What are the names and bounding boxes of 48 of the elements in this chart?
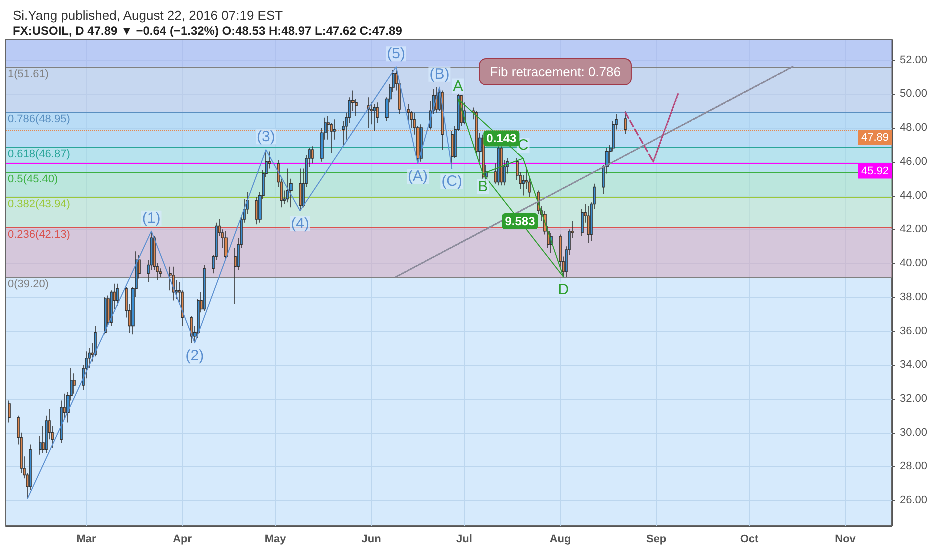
ref-line-label: 0.618(46.87) [8,148,70,161]
y-tick-label: 46.00 [900,156,928,168]
y-tick-label: 52.00 [900,54,928,66]
y-tick-label: 26.00 [900,494,928,507]
x-tick-label: Apr [173,534,193,546]
y-tick-label: 32.00 [900,392,928,405]
annotation: 9.583 [505,214,536,229]
x-tick-label: Jun [362,534,382,546]
x-tick-label: Nov [835,534,857,546]
annotation: (A) [408,168,428,186]
annotation: (B) [430,66,450,83]
y-tick-label: 34.00 [900,359,928,372]
annotation: (5) [387,46,406,63]
x-tick-label: Sep [646,534,667,546]
y-tick-label: 50.00 [900,88,928,100]
y-tick-label: 36.00 [900,325,928,338]
x-tick-label: Oct [740,534,759,546]
ref-line-label: 0.5(45.40) [8,174,58,186]
annotation: Fib retracement: 0.786 [490,64,621,80]
x-tick-label: Mar [76,534,98,546]
y-tick-label: 40.00 [900,258,928,270]
chart-title: Si.Yang published, August 22, 2016 07:19 EST [13,8,284,23]
ref-line-label: 0.382(43.94) [8,198,70,210]
chart-subtitle: FX:USOIL, D 47.89 ▼ −0.64 (−1.32%) O:48.53 H:48.97 L:47.62 C:47.89 [13,24,403,38]
annotation: B [478,178,488,196]
y-tick-label: 38.00 [900,291,928,304]
annotation: (2) [186,348,204,365]
y-tick-label: 48.00 [900,122,928,134]
ref-line-label: 1(51.61) [8,68,49,80]
ref-line-label: 45.92 [861,165,889,178]
annotation: (3) [257,128,276,146]
ref-line-label: 0.236(42.13) [8,228,70,241]
annotation: (C) [442,173,463,190]
x-tick-label: Aug [550,534,572,546]
y-tick-label: 42.00 [900,224,928,236]
ref-line-label: 0.786(48.95) [8,113,70,126]
ref-line-label: 0(39.20) [8,278,49,291]
annotation: (1) [142,210,161,227]
annotation: A [453,78,464,95]
y-tick-label: 30.00 [900,426,928,439]
annotation: D [558,282,570,299]
y-tick-label: 28.00 [900,460,928,473]
x-tick-label: Jul [456,534,472,546]
annotation: 0.143 [486,132,518,146]
x-tick-label: May [264,534,288,546]
ref-line-label: 47.89 [861,132,889,144]
y-tick-label: 44.00 [900,190,928,202]
annotation: (4) [291,216,310,233]
